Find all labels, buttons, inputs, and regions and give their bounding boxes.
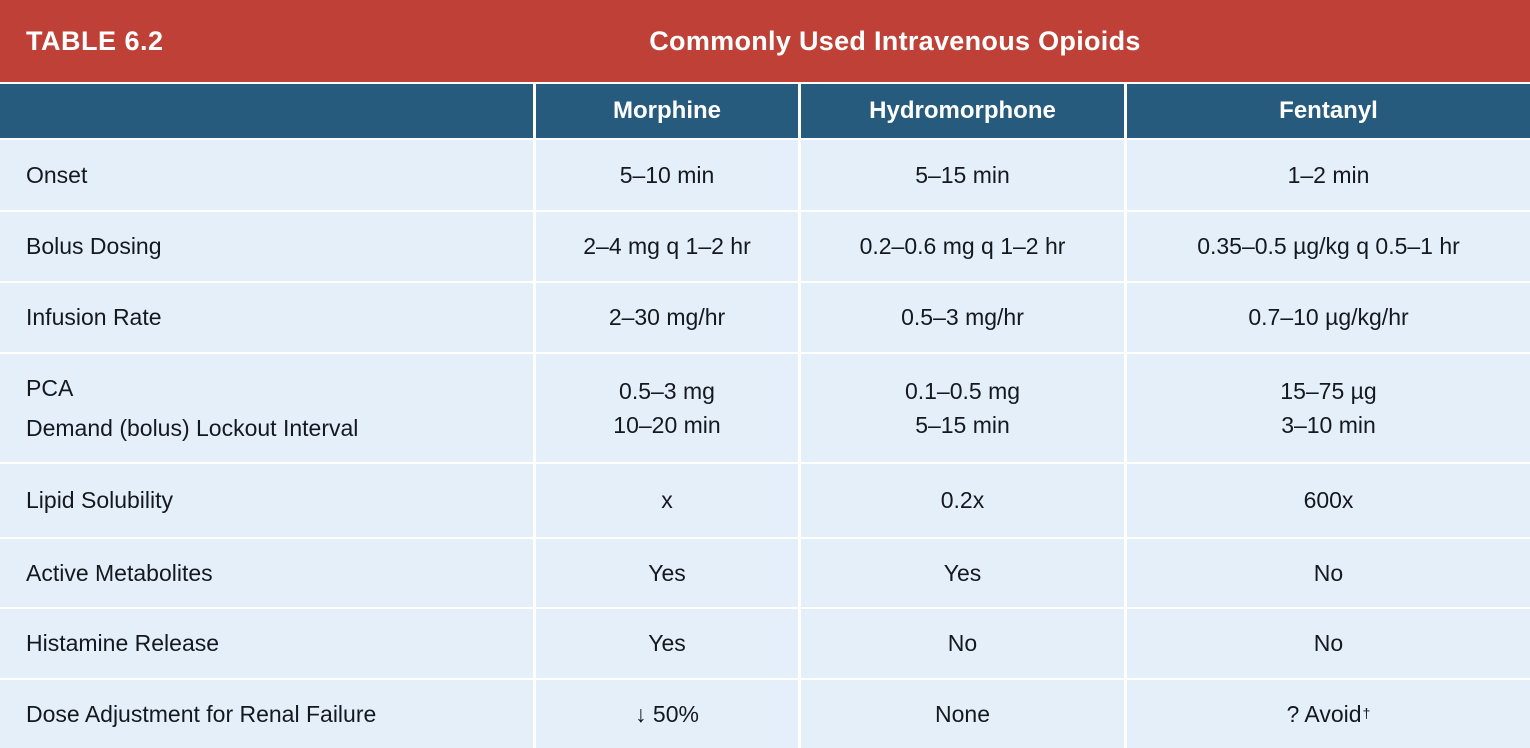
cell-lipid-hydromorphone: 0.2x [801, 464, 1124, 537]
cell-histamine-morphine: Yes [536, 609, 798, 678]
column-header-morphine: Morphine [536, 84, 798, 138]
banner-separator [0, 82, 1530, 84]
renal-fentanyl-value: ? Avoid [1286, 700, 1362, 727]
cell-histamine-hydromorphone: No [801, 609, 1124, 678]
cell-metabolites-hydromorphone: Yes [801, 539, 1124, 607]
column-header-hydromorphone: Hydromorphone [801, 84, 1124, 138]
row-label-infusion-rate: Infusion Rate [0, 283, 533, 352]
cell-bolus-fentanyl: 0.35–0.5 µg/kg q 0.5–1 hr [1127, 212, 1530, 281]
cell-metabolites-fentanyl: No [1127, 539, 1530, 607]
cell-renal-morphine: ↓ 50% [536, 680, 798, 748]
cell-lipid-fentanyl: 600x [1127, 464, 1530, 537]
cell-lipid-morphine: x [536, 464, 798, 537]
cell-infusion-morphine: 2–30 mg/hr [536, 283, 798, 352]
cell-pca-hydromorphone: 0.1–0.5 mg 5–15 min [801, 354, 1124, 462]
cell-histamine-fentanyl: No [1127, 609, 1530, 678]
cell-bolus-morphine: 2–4 mg q 1–2 hr [536, 212, 798, 281]
table-title: Commonly Used Intravenous Opioids [649, 25, 1141, 56]
cell-infusion-hydromorphone: 0.5–3 mg/hr [801, 283, 1124, 352]
row-label-onset: Onset [0, 140, 533, 210]
cell-renal-fentanyl: ? Avoid † [1127, 680, 1530, 748]
cell-metabolites-morphine: Yes [536, 539, 798, 607]
row-label-lipid-solubility: Lipid Solubility [0, 464, 533, 537]
opioid-comparison-table: Morphine Hydromorphone Fentanyl Onset 5–… [0, 84, 1530, 748]
corner-header-cell [0, 84, 533, 138]
cell-pca-fentanyl: 15–75 µg 3–10 min [1127, 354, 1530, 462]
cell-infusion-fentanyl: 0.7–10 µg/kg/hr [1127, 283, 1530, 352]
cell-pca-morphine: 0.5–3 mg 10–20 min [536, 354, 798, 462]
cell-bolus-hydromorphone: 0.2–0.6 mg q 1–2 hr [801, 212, 1124, 281]
column-header-fentanyl: Fentanyl [1127, 84, 1530, 138]
table-banner: TABLE 6.2 Commonly Used Intravenous Opio… [0, 0, 1530, 82]
cell-onset-fentanyl: 1–2 min [1127, 140, 1530, 210]
row-label-pca-lockout: PCA Demand (bolus) Lockout Interval [0, 354, 533, 462]
row-label-bolus-dosing: Bolus Dosing [0, 212, 533, 281]
row-label-active-metabolites: Active Metabolites [0, 539, 533, 607]
cell-onset-hydromorphone: 5–15 min [801, 140, 1124, 210]
cell-renal-hydromorphone: None [801, 680, 1124, 748]
row-label-renal-dose-adjustment: Dose Adjustment for Renal Failure [0, 680, 533, 748]
row-label-histamine-release: Histamine Release [0, 609, 533, 678]
table-number: TABLE 6.2 [26, 25, 164, 56]
cell-onset-morphine: 5–10 min [536, 140, 798, 210]
